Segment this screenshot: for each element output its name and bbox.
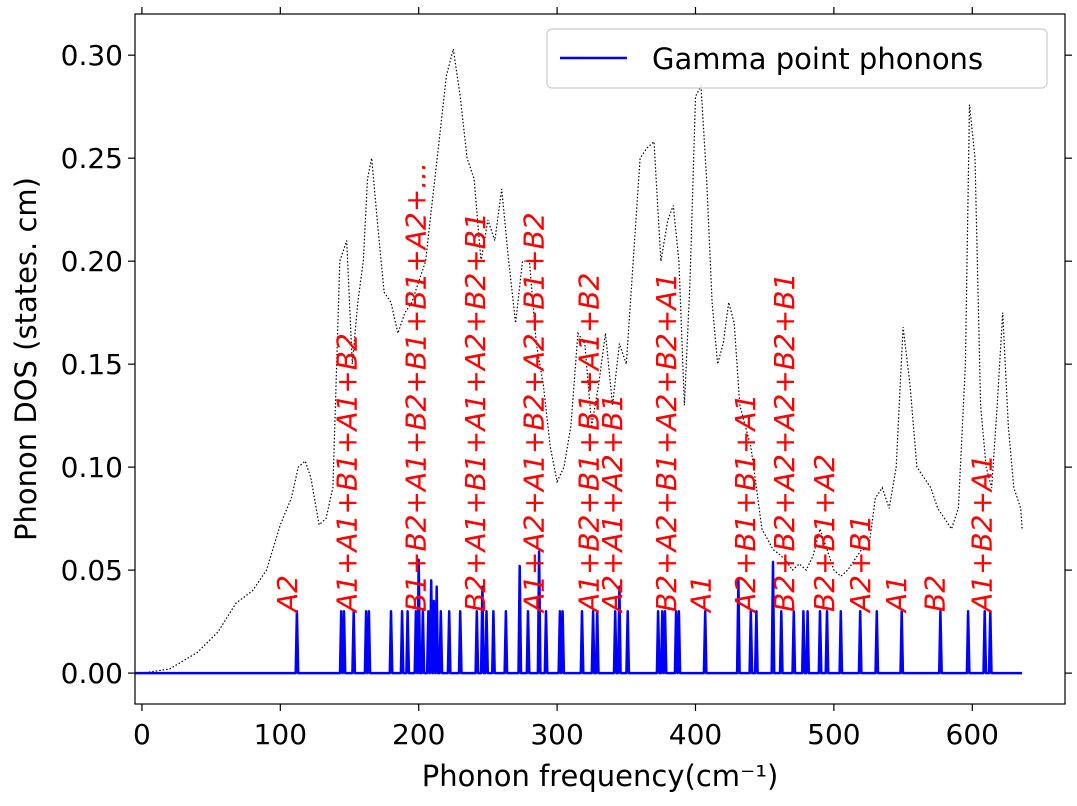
mode-annotation: A1+A2+A1+B2+A2+B1+B2 (517, 212, 550, 614)
dos-curve (141, 48, 1023, 674)
y-tick-label: 0.25 (61, 142, 123, 175)
plot-background (135, 14, 1065, 704)
y-tick-label: 0.00 (61, 657, 123, 690)
gamma-phonon-line (135, 550, 1023, 675)
y-tick-label: 0.20 (61, 245, 123, 278)
y-tick-label: 0.15 (61, 348, 123, 381)
mode-annotation: A2+A1+A2+B1 (596, 394, 629, 614)
mode-annotation: A2+B1+B1+A1 (729, 394, 762, 614)
mode-annotation: A1+B2+B1+B1+A1+B2 (573, 273, 606, 614)
mode-annotation: A2 (271, 575, 304, 614)
x-tick-label: 0 (133, 718, 151, 751)
legend: Gamma point phonons (546, 28, 1048, 89)
mode-annotation: B2+A1+B1+A1+A2+B2+B1 (459, 212, 492, 612)
mode-annotation: B2+B2+A2+A2+B2+B1 (768, 273, 801, 612)
x-tick-label: 100 (254, 718, 307, 751)
mode-annotation: B2 (919, 575, 952, 612)
x-tick-label: 500 (807, 718, 860, 751)
mode-annotation: A1 (685, 575, 718, 614)
y-tick-label: 0.30 (61, 39, 123, 72)
x-tick-label: 400 (669, 718, 722, 751)
dos-curve-group (141, 48, 1023, 674)
x-tick-label: 300 (530, 718, 583, 751)
x-tick-label: 200 (392, 718, 445, 751)
y-tick-label: 0.05 (61, 554, 123, 587)
plot-frame (134, 13, 1066, 705)
mode-annotation: A1+B2+A1 (966, 454, 999, 614)
mode-annotation: B2+A2+B1+A2+B2+A1 (650, 273, 683, 612)
y-axis-ticks: 0.00 0.05 0.10 0.15 0.20 0.25 0.30 (61, 39, 1072, 690)
x-tick-label: 600 (946, 718, 999, 751)
mode-annotation: A2+B1 (844, 515, 877, 614)
y-tick-label: 0.10 (61, 451, 123, 484)
legend-label: Gamma point phonons (652, 42, 983, 76)
mode-annotation: B1+B2+A1+B2+B1+B1+A2+... (400, 162, 433, 612)
x-axis-ticks: 0 100 200 300 400 500 600 (133, 7, 999, 751)
gamma-series-group (135, 550, 1023, 675)
mode-annotation: B2+B1+A2 (808, 454, 841, 612)
annotation-group: A2 A1+A1+B1+A1+B2 B1+B2+A1+B2+B1+B1+A2+...… (271, 162, 999, 614)
legend-box (546, 28, 1048, 89)
x-axis-label: Phonon frequency(cm⁻¹) (422, 759, 779, 793)
y-axis-label: Phonon DOS (states. cm) (9, 177, 43, 541)
mode-annotation: A1 (880, 575, 913, 614)
mode-annotation: A1+A1+B1+A1+B2 (330, 333, 363, 614)
